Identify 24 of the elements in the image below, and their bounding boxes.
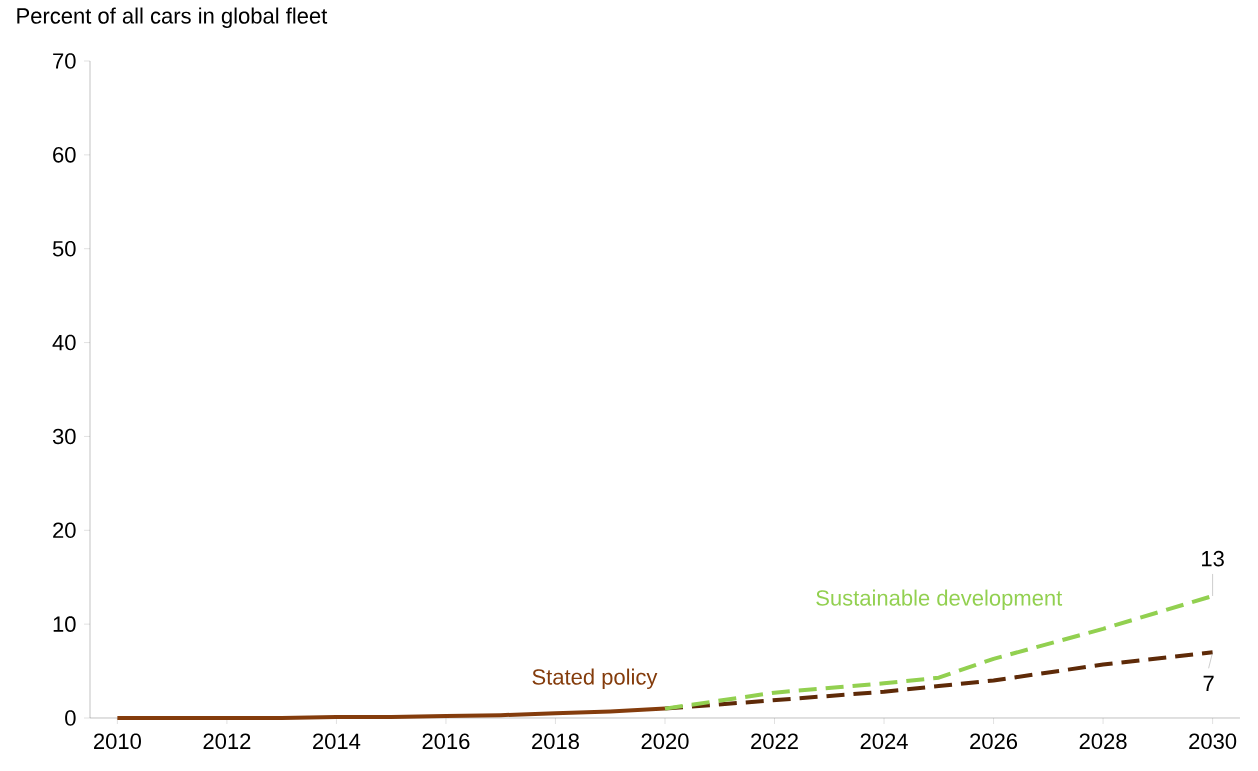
- y-tick-label: 0: [65, 710, 76, 726]
- x-tick-label: 2018: [532, 733, 579, 750]
- x-tick-label: 2014: [313, 733, 361, 750]
- x-tick-label: 2016: [422, 733, 470, 750]
- y-tick-label: 10: [53, 616, 76, 632]
- y-tick-label: 20: [53, 522, 76, 539]
- x-tick-label: 2026: [970, 733, 1018, 750]
- series-label: Sustainable development: [816, 589, 1063, 611]
- x-tick-label: 2012: [203, 733, 251, 750]
- x-tick-label: 2020: [641, 733, 689, 750]
- x-tick-label: 2028: [1079, 733, 1127, 750]
- annotation: 7: [1203, 675, 1214, 691]
- x-tick-label: 2022: [751, 733, 798, 750]
- y-tick-label: 30: [52, 428, 76, 445]
- y-tick-label: 50: [52, 240, 76, 257]
- y-axis-title: Percent of all cars in global fleet: [17, 7, 328, 29]
- y-tick-label: 70: [53, 53, 76, 69]
- x-tick-label: 2030: [1189, 733, 1237, 750]
- y-tick-label: 40: [52, 334, 76, 351]
- x-tick-label: 2024: [860, 733, 908, 750]
- y-tick-label: 60: [53, 147, 76, 163]
- series-label: Stated policy: [532, 668, 658, 690]
- annotation: 13: [1202, 550, 1224, 567]
- x-tick-label: 2010: [94, 733, 141, 750]
